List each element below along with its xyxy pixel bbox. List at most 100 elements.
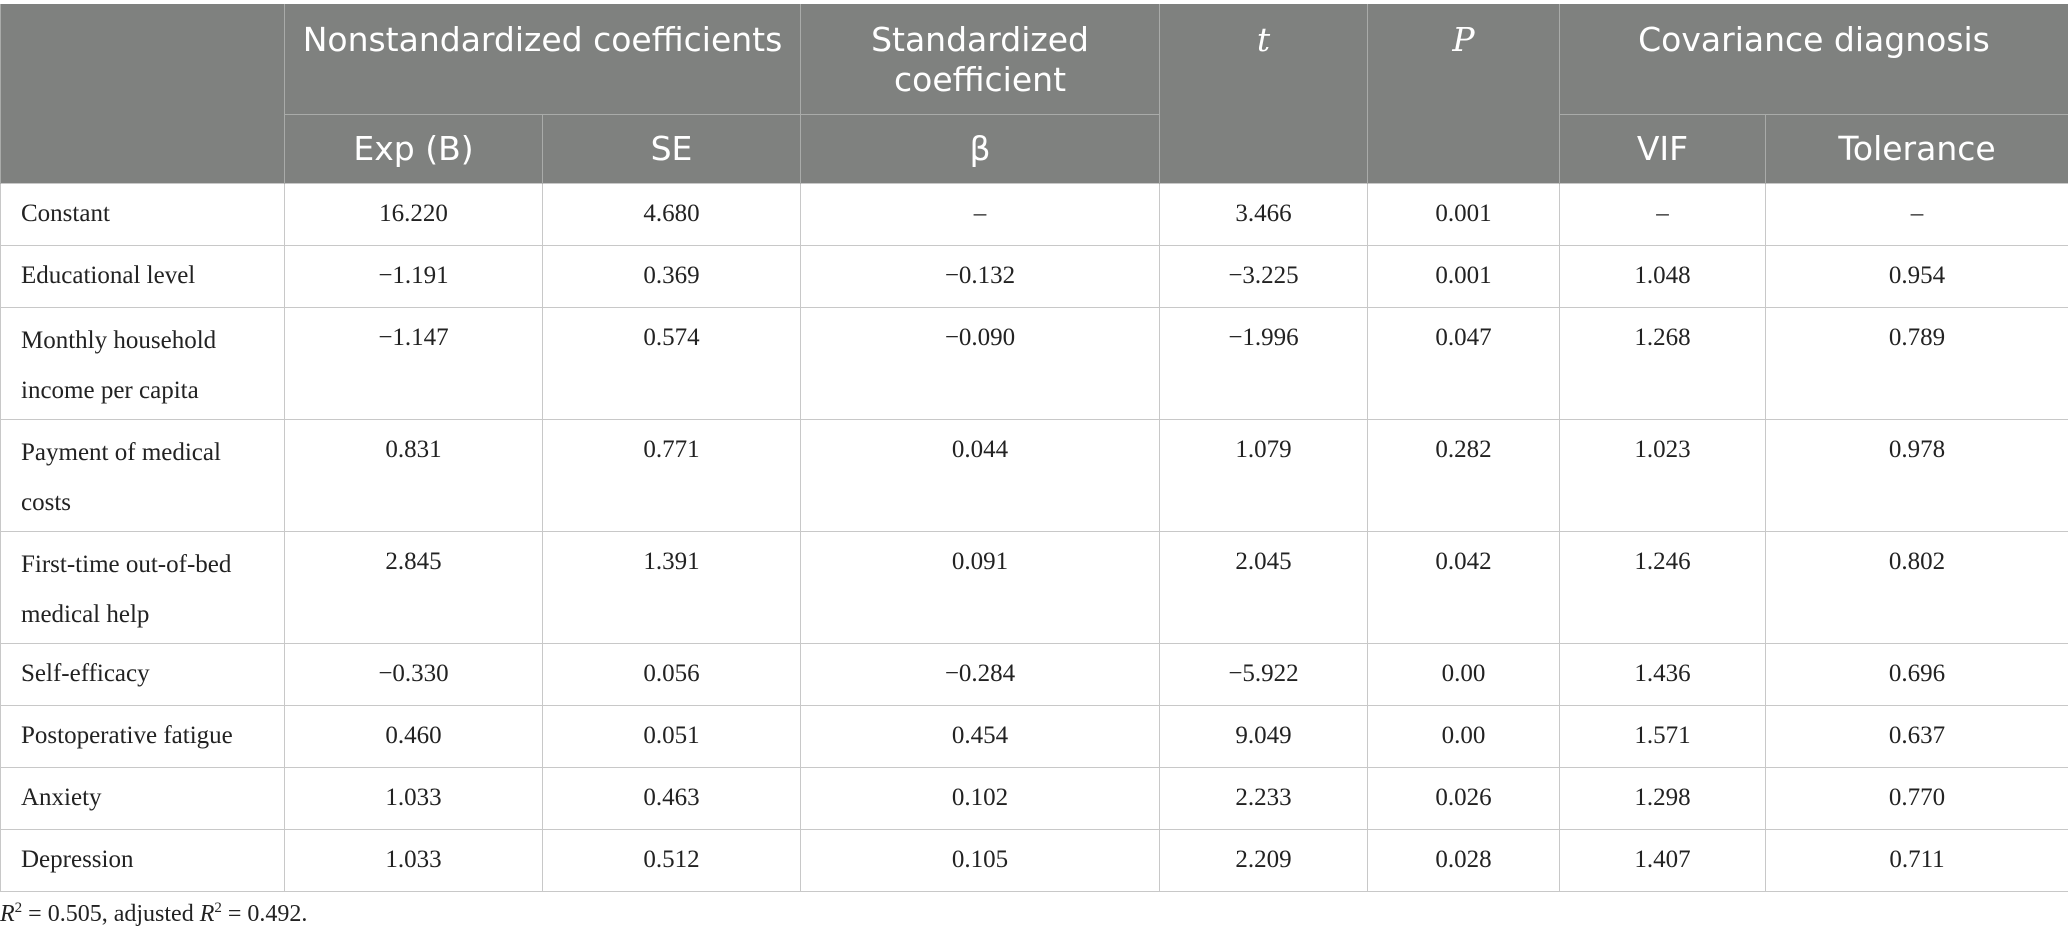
- cell-vif: 1.407: [1559, 828, 1767, 892]
- cell-vif: 1.571: [1559, 704, 1767, 768]
- cell-t: 2.045: [1159, 530, 1369, 644]
- cell-p: 0.028: [1367, 828, 1561, 892]
- cell-se: 4.680: [541, 182, 802, 246]
- cell-beta: −0.090: [800, 306, 1161, 420]
- cell-p: 0.282: [1367, 418, 1561, 532]
- cell-beta: 0.044: [800, 418, 1161, 532]
- cell-exp-b: 0.460: [284, 704, 543, 768]
- cell-p: 0.00: [1367, 642, 1561, 706]
- cell-exp-b: 0.831: [284, 418, 543, 532]
- cell-se: 0.574: [541, 306, 802, 420]
- cell-p: 0.026: [1367, 766, 1561, 830]
- table-row: Anxiety 1.033 0.463 0.102 2.233 0.026 1.…: [0, 766, 2068, 830]
- regression-table: Nonstandardized coefficients Standardize…: [0, 4, 2068, 892]
- cell-beta: –: [800, 182, 1161, 246]
- cell-beta: −0.132: [800, 244, 1161, 308]
- cell-tolerance: –: [1765, 182, 2068, 246]
- cell-beta: 0.091: [800, 530, 1161, 644]
- cell-tolerance: 0.696: [1765, 642, 2068, 706]
- row-label: Payment of medical costs: [0, 418, 285, 532]
- cell-exp-b: −0.330: [284, 642, 543, 706]
- cell-se: 1.391: [541, 530, 802, 644]
- row-label: Monthly household income per capita: [0, 306, 285, 420]
- row-label: Anxiety: [0, 766, 285, 830]
- cell-tolerance: 0.954: [1765, 244, 2068, 308]
- header-row-groups: Nonstandardized coefficients Standardize…: [0, 4, 2068, 183]
- cell-t: 1.079: [1159, 418, 1369, 532]
- cell-p: 0.047: [1367, 306, 1561, 420]
- cell-tolerance: 0.789: [1765, 306, 2068, 420]
- table-row: Self-efficacy −0.330 0.056 −0.284 −5.922…: [0, 642, 2068, 706]
- table-header: Nonstandardized coefficients Standardize…: [0, 4, 2068, 183]
- header-covariance-diagnosis: Covariance diagnosis: [1559, 4, 2068, 115]
- cell-vif: 1.048: [1559, 244, 1767, 308]
- cell-p: 0.001: [1367, 244, 1561, 308]
- cell-se: 0.512: [541, 828, 802, 892]
- header-tolerance: Tolerance: [1765, 114, 2068, 183]
- r2-symbol: R: [0, 901, 15, 927]
- table-row: First-time out-of-bed medical help 2.845…: [0, 530, 2068, 644]
- cell-se: 0.463: [541, 766, 802, 830]
- row-label: Self-efficacy: [0, 642, 285, 706]
- cell-vif: 1.436: [1559, 642, 1767, 706]
- cell-vif: –: [1559, 182, 1767, 246]
- adjusted-r2-symbol: R: [199, 901, 215, 927]
- header-row-columns: Exp (B) SE β VIF Tolerance: [1, 114, 2068, 183]
- cell-exp-b: 16.220: [284, 182, 543, 246]
- cell-tolerance: 0.770: [1765, 766, 2068, 830]
- header-t: t: [1159, 4, 1369, 183]
- cell-vif: 1.268: [1559, 306, 1767, 420]
- header-nonstandardized-coefficients: Nonstandardized coefficients: [283, 4, 802, 115]
- cell-se: 0.051: [541, 704, 802, 768]
- cell-exp-b: −1.147: [284, 306, 543, 420]
- row-label: First-time out-of-bed medical help: [0, 530, 285, 644]
- cell-tolerance: 0.802: [1765, 530, 2068, 644]
- cell-exp-b: 1.033: [284, 766, 543, 830]
- r2-superscript: 2: [14, 900, 23, 916]
- cell-exp-b: 1.033: [284, 828, 543, 892]
- cell-tolerance: 0.978: [1765, 418, 2068, 532]
- table-row: Constant 16.220 4.680 – 3.466 0.001 – –: [0, 182, 2068, 246]
- cell-tolerance: 0.711: [1765, 828, 2068, 892]
- row-label: Postoperative fatigue: [0, 704, 285, 768]
- row-label: Educational level: [0, 244, 285, 308]
- cell-vif: 1.246: [1559, 530, 1767, 644]
- cell-t: −1.996: [1159, 306, 1369, 420]
- table-row: Educational level −1.191 0.369 −0.132 −3…: [0, 244, 2068, 308]
- table-row: Monthly household income per capita −1.1…: [0, 306, 2068, 420]
- cell-t: −3.225: [1159, 244, 1369, 308]
- cell-vif: 1.298: [1559, 766, 1767, 830]
- table-row: Payment of medical costs 0.831 0.771 0.0…: [0, 418, 2068, 532]
- cell-t: 2.209: [1159, 828, 1369, 892]
- cell-p: 0.00: [1367, 704, 1561, 768]
- header-variable-corner: [0, 4, 285, 183]
- header-exp-b: Exp (B): [284, 114, 543, 183]
- cell-beta: 0.102: [800, 766, 1161, 830]
- table-footnote: R2 = 0.505, adjusted R2 = 0.492.: [0, 900, 307, 928]
- header-p: P: [1367, 4, 1561, 183]
- regression-table-container: Nonstandardized coefficients Standardize…: [0, 4, 2068, 892]
- cell-vif: 1.023: [1559, 418, 1767, 532]
- header-vif: VIF: [1559, 114, 1767, 183]
- cell-t: 2.233: [1159, 766, 1369, 830]
- cell-se: 0.056: [541, 642, 802, 706]
- table-row: Depression 1.033 0.512 0.105 2.209 0.028…: [0, 828, 2068, 892]
- cell-t: −5.922: [1159, 642, 1369, 706]
- cell-t: 3.466: [1159, 182, 1369, 246]
- header-se: SE: [541, 114, 802, 183]
- row-label: Constant: [0, 182, 285, 246]
- cell-se: 0.369: [541, 244, 802, 308]
- cell-beta: 0.454: [800, 704, 1161, 768]
- cell-t: 9.049: [1159, 704, 1369, 768]
- table-row: Postoperative fatigue 0.460 0.051 0.454 …: [0, 704, 2068, 768]
- cell-exp-b: 2.845: [284, 530, 543, 644]
- cell-beta: 0.105: [800, 828, 1161, 892]
- table-body: Constant 16.220 4.680 – 3.466 0.001 – – …: [0, 182, 2068, 892]
- cell-beta: −0.284: [800, 642, 1161, 706]
- cell-se: 0.771: [541, 418, 802, 532]
- adjusted-r2-value: = 0.492.: [221, 901, 308, 927]
- r2-value: = 0.505, adjusted: [22, 901, 200, 927]
- header-beta: β: [800, 114, 1161, 183]
- cell-p: 0.042: [1367, 530, 1561, 644]
- cell-p: 0.001: [1367, 182, 1561, 246]
